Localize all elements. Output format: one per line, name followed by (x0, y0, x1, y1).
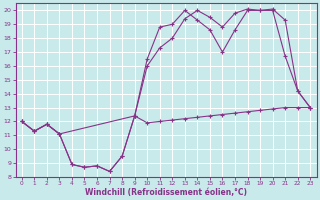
X-axis label: Windchill (Refroidissement éolien,°C): Windchill (Refroidissement éolien,°C) (85, 188, 247, 197)
